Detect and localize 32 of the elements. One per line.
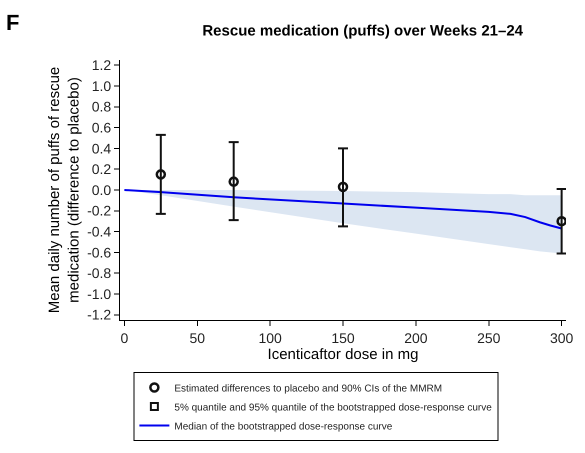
x-tick-label: 50 — [189, 330, 206, 346]
text: 5% quantile and 95% quantile of the bootstrapped dose-response curve — [174, 402, 492, 414]
x-tick-label: 300 — [550, 330, 574, 346]
text: F — [6, 10, 20, 35]
y-tick-label: -1.2 — [87, 306, 112, 323]
line-series — [123, 189, 563, 230]
y-tick-label: 0.8 — [92, 98, 112, 115]
point — [156, 169, 166, 180]
x-tick-label: 0 — [120, 330, 128, 346]
point — [228, 176, 239, 187]
y-tick-label: 0.0 — [92, 182, 112, 198]
x-tick-label: 200 — [404, 330, 428, 346]
chart-title: Rescue medication (puffs) over Weeks 21–24 — [202, 22, 524, 40]
x-tick-label: 100 — [258, 330, 282, 346]
y-tick-label: 0.4 — [92, 140, 112, 156]
y-tick-label: 1.2 — [92, 57, 112, 74]
x-tick-label: 250 — [477, 330, 501, 346]
y-tick-label: -0.4 — [87, 224, 112, 240]
y-tick-label: -0.2 — [87, 202, 112, 219]
y-tick-label: 1.0 — [92, 78, 112, 94]
point — [338, 182, 348, 192]
y-tick-label: -0.6 — [87, 244, 112, 260]
legend-label: Median of the bootstrapped dose-response curve — [174, 421, 393, 432]
point — [556, 216, 566, 226]
x-axis-title: Icenticaftor dose in mg — [268, 346, 418, 363]
y-tick-label: -1.0 — [87, 286, 112, 302]
y-tick-label: 0.2 — [92, 161, 112, 178]
y-axis-title: Mean daily number of puffs of rescue medication (difference to placebo) — [46, 66, 82, 314]
y-tick-label: 0.6 — [92, 120, 112, 136]
legend-label: Estimated differences to placebo and 90% CIs of the MMRM — [174, 383, 442, 394]
y-tick-label: -0.8 — [87, 265, 112, 282]
x-tick-label: 150 — [331, 330, 355, 346]
